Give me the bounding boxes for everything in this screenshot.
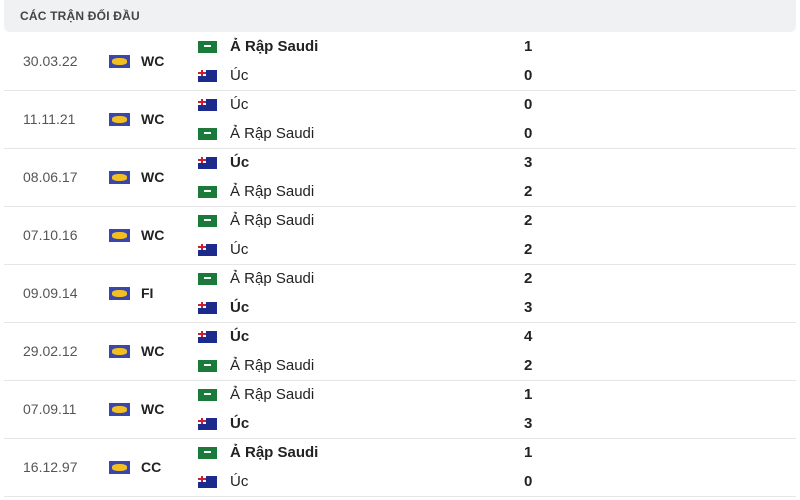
team-name: Ả Rập Saudi	[230, 38, 319, 55]
match-date: 07.10.16	[23, 227, 78, 243]
saudi-arabia-flag-icon	[198, 186, 217, 198]
competition-label: FI	[141, 285, 154, 301]
match-row[interactable]: 09.09.14 FI Ả Rập Saudi 2 Úc 3	[4, 265, 796, 323]
team-name: Ả Rập Saudi	[230, 125, 315, 142]
saudi-arabia-flag-icon	[198, 41, 217, 53]
match-date: 29.02.12	[23, 343, 78, 359]
match-row[interactable]: 16.12.97 CC Ả Rập Saudi 1 Úc 0	[4, 439, 796, 497]
team-line: Ả Rập Saudi 1	[198, 439, 758, 467]
team-line: Ả Rập Saudi 1	[198, 33, 758, 61]
team-line: Ả Rập Saudi 0	[198, 120, 758, 148]
match-list: 30.03.22 WC Ả Rập Saudi 1 Úc 0 11.11.21 …	[4, 33, 796, 497]
competition-label: WC	[141, 169, 165, 185]
team-line: Ả Rập Saudi 2	[198, 207, 758, 235]
team-line: Úc 0	[198, 91, 758, 119]
australia-flag-icon	[198, 418, 217, 430]
team-line: Úc 3	[198, 149, 758, 177]
team-name: Ả Rập Saudi	[230, 357, 315, 374]
team-name: Ả Rập Saudi	[230, 444, 319, 461]
team-score: 3	[524, 154, 533, 171]
team-score: 2	[524, 183, 533, 200]
competition-label: WC	[141, 227, 165, 243]
team-score: 0	[524, 125, 533, 142]
team-name: Úc	[230, 241, 249, 258]
team-name: Ả Rập Saudi	[230, 386, 315, 403]
team-line: Úc 0	[198, 468, 758, 496]
team-score: 2	[524, 357, 533, 374]
australia-flag-icon	[198, 70, 217, 82]
saudi-arabia-flag-icon	[198, 389, 217, 401]
team-line: Ả Rập Saudi 2	[198, 265, 758, 293]
australia-flag-icon	[198, 157, 217, 169]
saudi-arabia-flag-icon	[198, 215, 217, 227]
team-line: Úc 3	[198, 410, 758, 438]
team-score: 4	[524, 328, 533, 345]
match-row[interactable]: 30.03.22 WC Ả Rập Saudi 1 Úc 0	[4, 33, 796, 91]
match-date: 11.11.21	[23, 111, 76, 127]
team-line: Úc 3	[198, 294, 758, 322]
team-line: Ả Rập Saudi 2	[198, 352, 758, 380]
section-title: CÁC TRẬN ĐỐI ĐẦU	[20, 9, 140, 23]
competition-icon	[109, 55, 130, 68]
team-line: Ả Rập Saudi 1	[198, 381, 758, 409]
team-name: Úc	[230, 328, 250, 345]
match-row[interactable]: 11.11.21 WC Úc 0 Ả Rập Saudi 0	[4, 91, 796, 149]
match-date: 16.12.97	[23, 459, 78, 475]
competition-icon	[109, 403, 130, 416]
team-score: 3	[524, 415, 533, 432]
australia-flag-icon	[198, 99, 217, 111]
section-header: CÁC TRẬN ĐỐI ĐẦU	[4, 0, 796, 32]
team-score: 2	[524, 270, 533, 287]
team-score: 1	[524, 38, 533, 55]
team-line: Ả Rập Saudi 2	[198, 178, 758, 206]
team-name: Úc	[230, 415, 250, 432]
team-name: Ả Rập Saudi	[230, 270, 315, 287]
competition-label: WC	[141, 343, 165, 359]
team-name: Ả Rập Saudi	[230, 183, 315, 200]
team-name: Úc	[230, 473, 249, 490]
team-name: Úc	[230, 96, 249, 113]
team-score: 1	[524, 386, 533, 403]
team-line: Úc 2	[198, 236, 758, 264]
competition-icon	[109, 229, 130, 242]
team-score: 0	[524, 96, 533, 113]
australia-flag-icon	[198, 244, 217, 256]
competition-icon	[109, 461, 130, 474]
competition-icon	[109, 287, 130, 300]
australia-flag-icon	[198, 476, 217, 488]
match-date: 08.06.17	[23, 169, 78, 185]
match-row[interactable]: 29.02.12 WC Úc 4 Ả Rập Saudi 2	[4, 323, 796, 381]
saudi-arabia-flag-icon	[198, 447, 217, 459]
match-date: 07.09.11	[23, 401, 77, 417]
match-row[interactable]: 07.09.11 WC Ả Rập Saudi 1 Úc 3	[4, 381, 796, 439]
saudi-arabia-flag-icon	[198, 273, 217, 285]
competition-icon	[109, 113, 130, 126]
saudi-arabia-flag-icon	[198, 128, 217, 140]
team-name: Úc	[230, 154, 250, 171]
team-score: 1	[524, 444, 533, 461]
australia-flag-icon	[198, 331, 217, 343]
competition-label: WC	[141, 401, 165, 417]
team-name: Ả Rập Saudi	[230, 212, 315, 229]
competition-icon	[109, 345, 130, 358]
match-date: 09.09.14	[23, 285, 78, 301]
australia-flag-icon	[198, 302, 217, 314]
team-line: Úc 4	[198, 323, 758, 351]
team-score: 0	[524, 473, 533, 490]
competition-label: CC	[141, 459, 162, 475]
team-score: 2	[524, 212, 533, 229]
team-score: 3	[524, 299, 533, 316]
team-name: Úc	[230, 299, 250, 316]
competition-icon	[109, 171, 130, 184]
saudi-arabia-flag-icon	[198, 360, 217, 372]
team-score: 2	[524, 241, 533, 258]
match-row[interactable]: 08.06.17 WC Úc 3 Ả Rập Saudi 2	[4, 149, 796, 207]
team-name: Úc	[230, 67, 249, 84]
team-score: 0	[524, 67, 533, 84]
match-date: 30.03.22	[23, 53, 78, 69]
match-row[interactable]: 07.10.16 WC Ả Rập Saudi 2 Úc 2	[4, 207, 796, 265]
competition-label: WC	[141, 111, 165, 127]
team-line: Úc 0	[198, 62, 758, 90]
competition-label: WC	[141, 53, 165, 69]
